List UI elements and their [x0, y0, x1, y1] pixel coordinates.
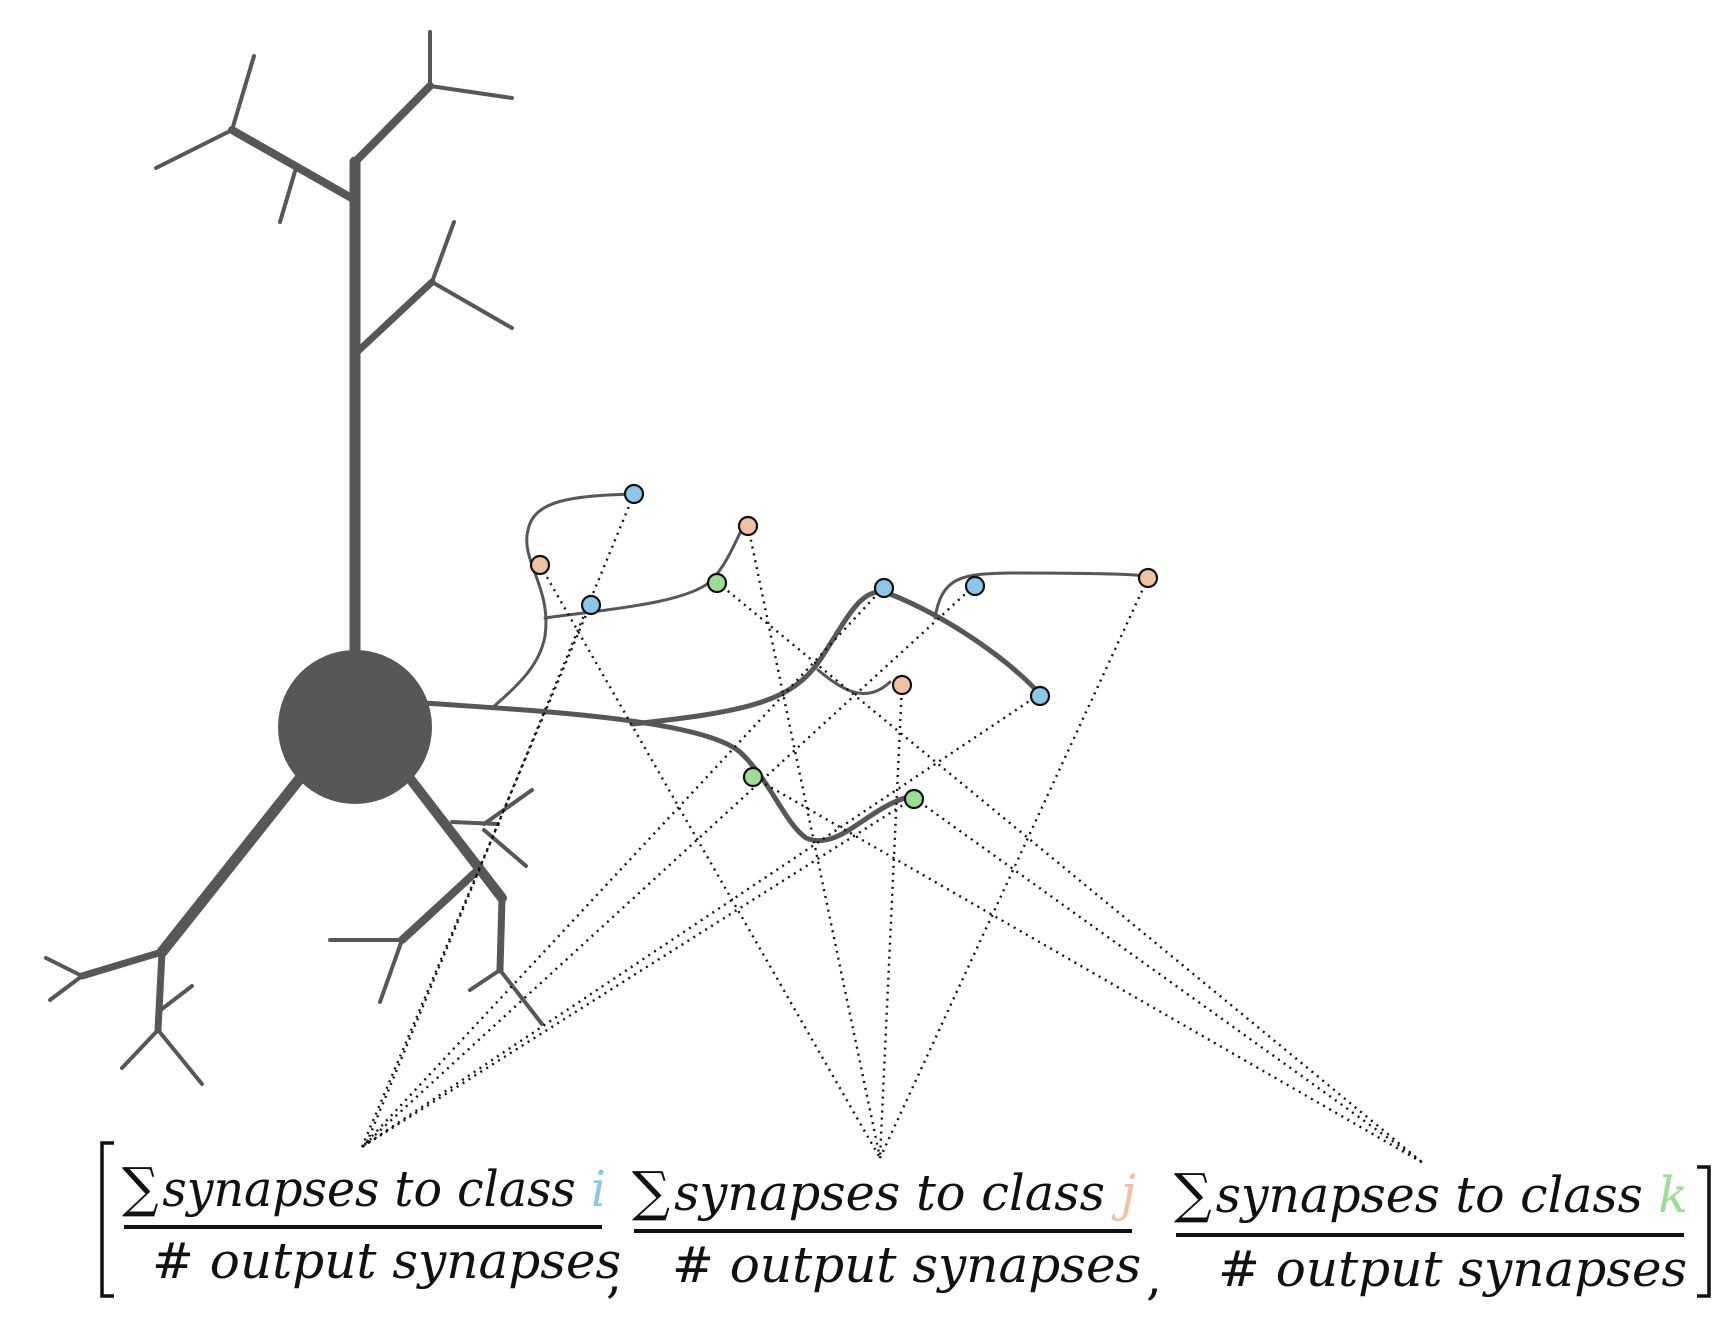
svg-text:∑synapses to class i: ∑synapses to class i — [122, 1156, 606, 1219]
denominator-text: # output synapses — [672, 1236, 1141, 1294]
basal-dendrite-left — [156, 766, 311, 958]
sigma-symbol: ∑ — [122, 1156, 159, 1219]
fraction-class-k: ∑synapses to class k # output synapses — [1174, 1162, 1688, 1298]
denominator-text: # output synapses — [1218, 1240, 1687, 1298]
axon-branch-upper-right — [543, 522, 747, 620]
separator-comma: , — [606, 1246, 622, 1304]
synapse-class-k-marker — [742, 766, 764, 788]
fraction-class-i: ∑synapses to class i # output synapses — [122, 1156, 621, 1290]
fraction-class-j: ∑synapses to class j # output synapses — [632, 1160, 1141, 1294]
axon-branch-far-right — [933, 571, 1147, 620]
left-bracket — [100, 1141, 114, 1298]
sigma-symbol: ∑ — [1174, 1162, 1212, 1225]
synapse-class-i-marker — [623, 483, 645, 505]
right-bracket — [1697, 1165, 1711, 1298]
class-variable-k: k — [1658, 1166, 1688, 1224]
synapse-markers — [529, 483, 1159, 810]
dendrite-tree — [44, 30, 544, 1086]
synapse-class-i-marker — [1029, 685, 1051, 707]
synapse-class-i-marker — [964, 575, 986, 597]
synapse-class-i-marker — [873, 577, 895, 599]
synapse-class-j-marker — [529, 554, 551, 576]
synapse-class-j-marker — [1137, 567, 1159, 589]
soma — [278, 650, 432, 804]
axon-main — [422, 700, 915, 843]
axon-branch-middle — [629, 589, 1041, 727]
connector-lines — [360, 493, 1424, 1165]
svg-text:∑synapses to class j: ∑synapses to class j — [632, 1160, 1136, 1223]
formula-vector: ∑synapses to class i # output synapses ,… — [100, 1141, 1711, 1306]
synapse-class-k-marker — [903, 788, 925, 810]
basal-dendrite-right — [403, 771, 507, 903]
separator-comma: , — [1146, 1248, 1162, 1306]
synapse-class-k-marker — [706, 572, 728, 594]
class-variable-i: i — [591, 1160, 606, 1218]
svg-text:∑synapses to class k: ∑synapses to class k — [1174, 1162, 1688, 1225]
axon-loop — [816, 668, 892, 695]
numerator-text: synapses to class — [162, 1160, 590, 1218]
numerator-text: synapses to class — [674, 1164, 1121, 1222]
sigma-symbol: ∑ — [632, 1160, 670, 1223]
synapse-class-i-marker — [580, 594, 602, 616]
synapse-class-j-marker — [737, 515, 759, 537]
denominator-text: # output synapses — [152, 1232, 621, 1290]
numerator-text: synapses to class — [1216, 1166, 1659, 1224]
synapse-class-j-marker — [891, 674, 913, 696]
